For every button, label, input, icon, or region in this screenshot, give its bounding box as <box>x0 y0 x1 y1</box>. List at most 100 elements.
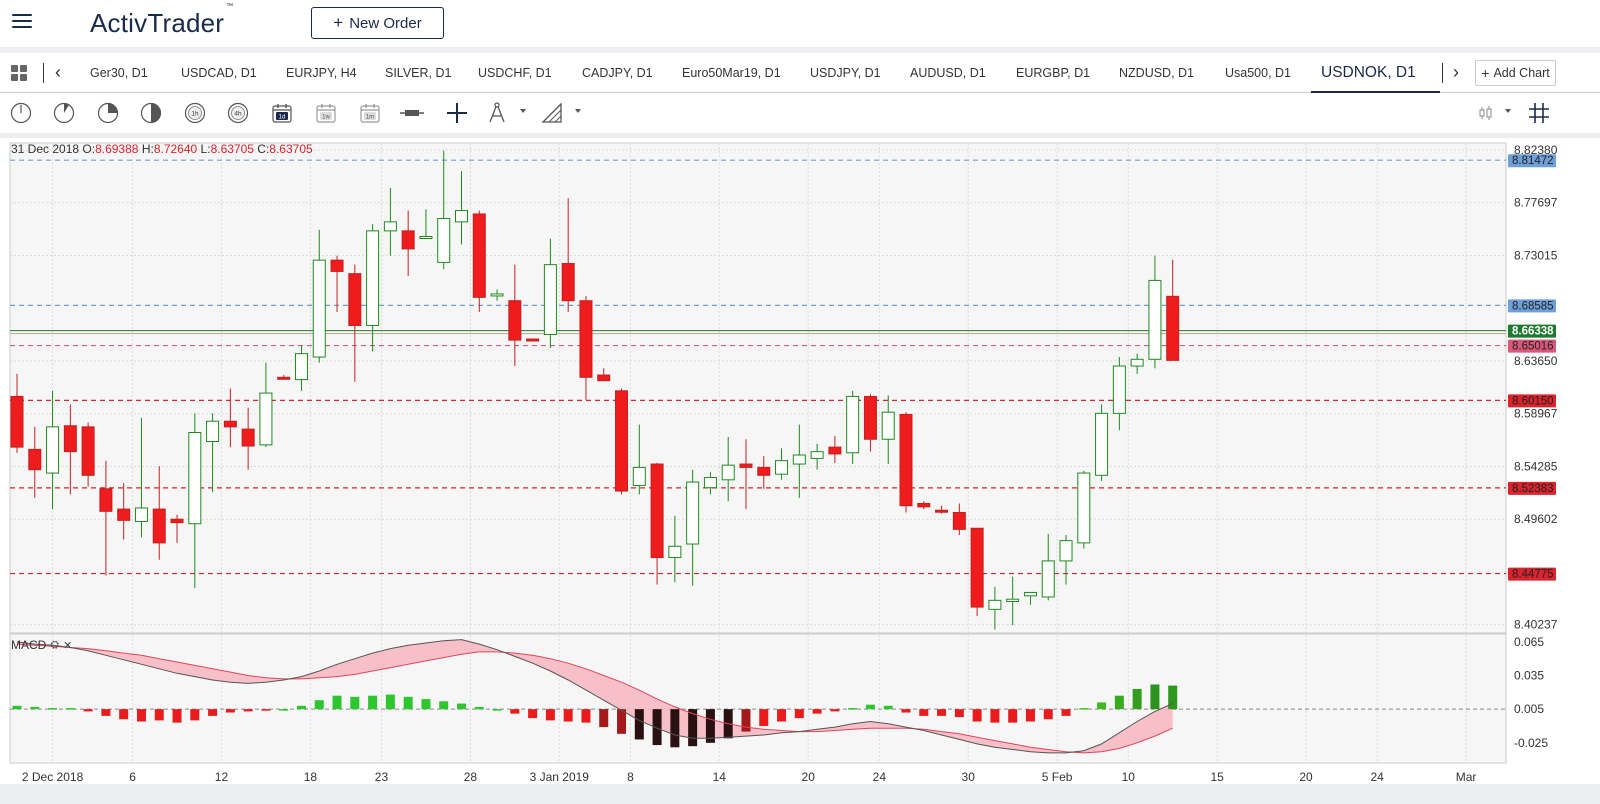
x-tick-label: 23 <box>375 770 389 784</box>
macd-histogram-bar <box>225 709 235 713</box>
tf-1d-text: 1d <box>279 115 286 121</box>
macd-histogram-bar <box>12 705 22 710</box>
crosshair-icon[interactable] <box>446 102 468 124</box>
close-icon[interactable]: ✕ <box>63 639 73 652</box>
candle-body <box>117 508 131 521</box>
candle-body <box>632 466 646 486</box>
timeframe-4h-icon[interactable]: 4h <box>227 102 249 124</box>
macd-histogram-bar <box>670 709 680 748</box>
macd-histogram-bar <box>243 709 253 712</box>
candle-body <box>277 376 291 380</box>
macd-histogram-bar <box>1168 685 1178 710</box>
macd-histogram-bar <box>599 709 609 728</box>
price-level-badge <box>1508 299 1556 313</box>
new-order-label: New Order <box>349 14 422 32</box>
macd-histogram-bar <box>705 709 715 743</box>
chart-tab[interactable]: SILVER, D1 <box>385 66 452 80</box>
candle-body <box>1148 279 1162 360</box>
chart-tab[interactable]: CADJPY, D1 <box>582 66 653 80</box>
price-level-badge <box>1508 154 1556 168</box>
chart-tab-active[interactable]: USDNOK, D1 <box>1311 53 1440 93</box>
chart-tab[interactable]: Usa500, D1 <box>1225 66 1292 80</box>
candle-body <box>1095 412 1109 476</box>
timeframe-1d-icon[interactable]: 1d <box>271 102 293 124</box>
chart-tab[interactable]: EURJPY, H4 <box>286 66 357 80</box>
shape-tool-icon[interactable] <box>541 102 563 124</box>
drawing-tool-caret-icon[interactable] <box>520 109 526 113</box>
macd-histogram-bar <box>510 709 520 714</box>
macd-histogram-bar <box>261 709 271 711</box>
chart-tab[interactable]: USDJPY, D1 <box>810 66 881 80</box>
macd-histogram-bar <box>794 709 804 719</box>
drawing-tool-icon[interactable] <box>486 102 508 124</box>
chart-tab[interactable]: USDCAD, D1 <box>181 66 257 80</box>
candle-body <box>970 527 984 608</box>
timeframe-1w-icon[interactable]: 1w <box>315 102 337 124</box>
indicator-settings-icon[interactable]: ⛭ <box>50 638 60 651</box>
chart-tab[interactable]: EURGBP, D1 <box>1016 66 1091 80</box>
chart-toolbar: 1h 4h 1d 1w 1m <box>0 93 1600 133</box>
x-tick-label: 8 <box>627 770 634 784</box>
candle-body <box>28 448 42 471</box>
hamburger-menu-icon[interactable] <box>12 14 32 32</box>
clock-4-icon[interactable] <box>140 102 162 124</box>
candle-body <box>615 390 629 492</box>
grid-toggle-icon[interactable] <box>1528 102 1550 124</box>
macd-fill-area <box>17 639 1173 753</box>
price-chart[interactable]: 2 Dec 2018 6 12 18 23 28 3 Jan 2019 8 14 20 24 30 5 … <box>0 138 1600 784</box>
macd-histogram-bar <box>688 709 698 747</box>
macd-histogram-bar <box>652 709 662 746</box>
ohlc-close-label: C: <box>257 142 270 156</box>
macd-histogram-bar <box>1025 709 1035 722</box>
chart-tab[interactable]: AUDUSD, D1 <box>910 66 986 80</box>
chart-tab[interactable]: USDCHF, D1 <box>478 66 552 80</box>
macd-histogram-bar <box>581 709 591 723</box>
x-tick-label: 3 Jan 2019 <box>530 770 590 784</box>
candle-body <box>294 353 308 381</box>
tabs-scroll-left-icon[interactable]: ‹ <box>55 62 61 82</box>
clock-1-icon[interactable] <box>10 102 32 124</box>
macd-histogram-bar <box>919 709 929 716</box>
clock-3-icon[interactable] <box>97 102 119 124</box>
candle-body <box>152 508 166 544</box>
candle-body <box>668 545 682 559</box>
clock-2-icon[interactable] <box>53 102 75 124</box>
macd-histogram-bar <box>119 709 129 720</box>
candle-body <box>988 599 1002 610</box>
price-level-badge <box>1508 324 1556 338</box>
candle-body <box>1166 295 1180 361</box>
x-tick-label: 2 Dec 2018 <box>22 770 84 784</box>
line-tool-icon[interactable] <box>399 102 425 124</box>
shape-tool-caret-icon[interactable] <box>575 109 581 113</box>
layout-grid-icon[interactable] <box>11 65 27 81</box>
new-order-button[interactable]: + New Order <box>311 7 444 39</box>
plus-icon: + <box>333 13 344 32</box>
candle-body <box>810 451 824 459</box>
tf-1m-text: 1m <box>366 115 374 121</box>
candle-body <box>312 259 326 358</box>
x-tick-label: 10 <box>1122 770 1136 784</box>
timeframe-1h-icon[interactable]: 1h <box>184 102 206 124</box>
candle-body <box>543 264 557 335</box>
chart-tab[interactable]: Euro50Mar19, D1 <box>682 66 781 80</box>
macd-histogram-bar <box>1097 702 1107 710</box>
candle-body <box>1077 472 1091 544</box>
add-chart-button[interactable]: + Add Chart <box>1475 60 1556 86</box>
x-tick-label: 18 <box>304 770 318 784</box>
tabs-scroll-right-icon[interactable]: › <box>1453 62 1459 82</box>
macd-histogram-bar <box>350 696 360 710</box>
chart-tab[interactable]: NZDUSD, D1 <box>1119 66 1195 80</box>
candle-body <box>935 509 949 513</box>
macd-histogram-bar <box>1043 709 1053 720</box>
macd-histogram-bar <box>972 709 982 722</box>
chart-type-caret-icon[interactable] <box>1505 109 1511 113</box>
candle-body <box>757 466 771 476</box>
chart-tab[interactable]: Ger30, D1 <box>90 66 148 80</box>
chart-type-icon[interactable] <box>1474 102 1496 124</box>
candle-body <box>490 293 504 297</box>
macd-histogram-bar <box>421 699 431 710</box>
chart-panel[interactable]: 2 Dec 2018 6 12 18 23 28 3 Jan 2019 8 14 20 24 30 5 … <box>0 138 1600 784</box>
ohlc-low: 8.63705 <box>210 142 254 156</box>
timeframe-1m-icon[interactable]: 1m <box>359 102 381 124</box>
